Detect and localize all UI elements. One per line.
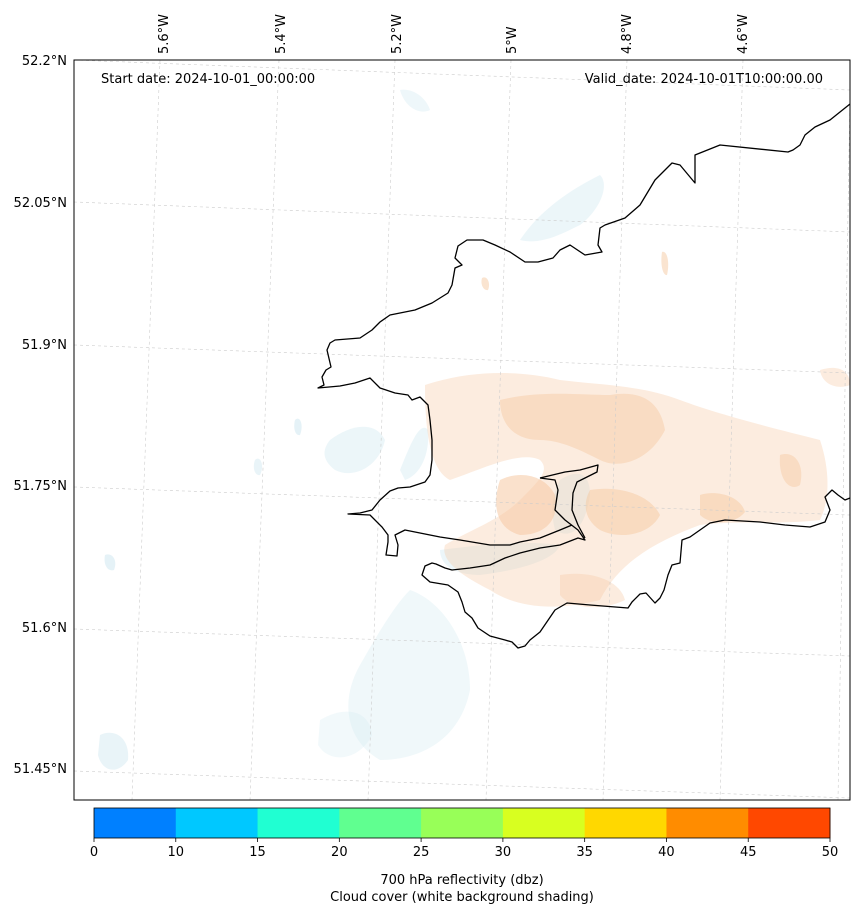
colorbar-tick-label: 50 bbox=[822, 845, 839, 860]
colorbar-tick-label: 10 bbox=[168, 845, 185, 860]
colorbar-outline bbox=[93, 807, 831, 839]
start-date-label: Start date: 2024-10-01_00:00:00 bbox=[101, 72, 315, 87]
colorbar-tick-label: 45 bbox=[740, 845, 757, 860]
colorbar-tick-label: 0 bbox=[90, 845, 98, 860]
lat-tick-label: 51.6°N bbox=[22, 621, 67, 636]
lon-tick-label: 5°W bbox=[505, 26, 520, 54]
coastline bbox=[317, 103, 851, 649]
lon-tick-label: 5.6°W bbox=[157, 14, 172, 54]
map-background bbox=[74, 60, 850, 800]
colorbar-swatch bbox=[584, 808, 667, 838]
lat-tick-label: 51.45°N bbox=[14, 762, 67, 777]
map-frame bbox=[73, 59, 851, 801]
colorbar-tick-label: 25 bbox=[413, 845, 430, 860]
colorbar-swatch bbox=[94, 808, 177, 838]
colorbar-swatch bbox=[339, 808, 422, 838]
north-coastline bbox=[317, 103, 851, 557]
reflectivity-shading bbox=[425, 251, 850, 608]
milford-haven-inlet bbox=[539, 464, 599, 539]
colorbar-swatch bbox=[421, 808, 504, 838]
lat-tick-label: 52.2°N bbox=[22, 54, 67, 69]
colorbar-tick-label: 40 bbox=[658, 845, 675, 860]
valid-date-label: Valid_date: 2024-10-01T10:00:00.00 bbox=[585, 72, 823, 87]
weather-shading bbox=[98, 89, 850, 770]
longitude-ticks: 5.6°W 5.4°W 5.2°W 5°W 4.8°W 4.6°W bbox=[157, 14, 751, 54]
lon-tick-label: 4.6°W bbox=[736, 14, 751, 54]
lat-tick-label: 51.9°N bbox=[22, 338, 67, 353]
colorbar-swatch bbox=[666, 808, 749, 838]
colorbar-tick-label: 15 bbox=[249, 845, 266, 860]
lon-tick-label: 5.4°W bbox=[274, 14, 289, 54]
colorbar-swatch bbox=[748, 808, 831, 838]
colorbar-tick-label: 35 bbox=[576, 845, 593, 860]
colorbar-swatch bbox=[502, 808, 586, 838]
cloud-cover-shading bbox=[98, 89, 604, 770]
colorbar-tick-label: 20 bbox=[331, 845, 348, 860]
colorbar: 0 10 15 20 25 30 35 40 45 50 700 hPa reflectivity… bbox=[90, 807, 839, 905]
milford-haven-coastline bbox=[421, 477, 851, 649]
lon-tick-label: 5.2°W bbox=[390, 14, 405, 54]
latitude-ticks: 52.2°N 52.05°N 51.9°N 51.75°N 51.6°N 51.… bbox=[14, 54, 67, 777]
colorbar-swatch bbox=[175, 808, 259, 838]
colorbar-swatch bbox=[257, 808, 340, 838]
lat-tick-label: 52.05°N bbox=[14, 196, 67, 211]
colorbar-tick-label: 30 bbox=[495, 845, 512, 860]
lon-tick-label: 4.8°W bbox=[620, 14, 635, 54]
colorbar-sublabel: Cloud cover (white background shading) bbox=[330, 890, 594, 905]
colorbar-label: 700 hPa reflectivity (dbz) bbox=[380, 873, 543, 888]
lat-tick-label: 51.75°N bbox=[14, 479, 67, 494]
